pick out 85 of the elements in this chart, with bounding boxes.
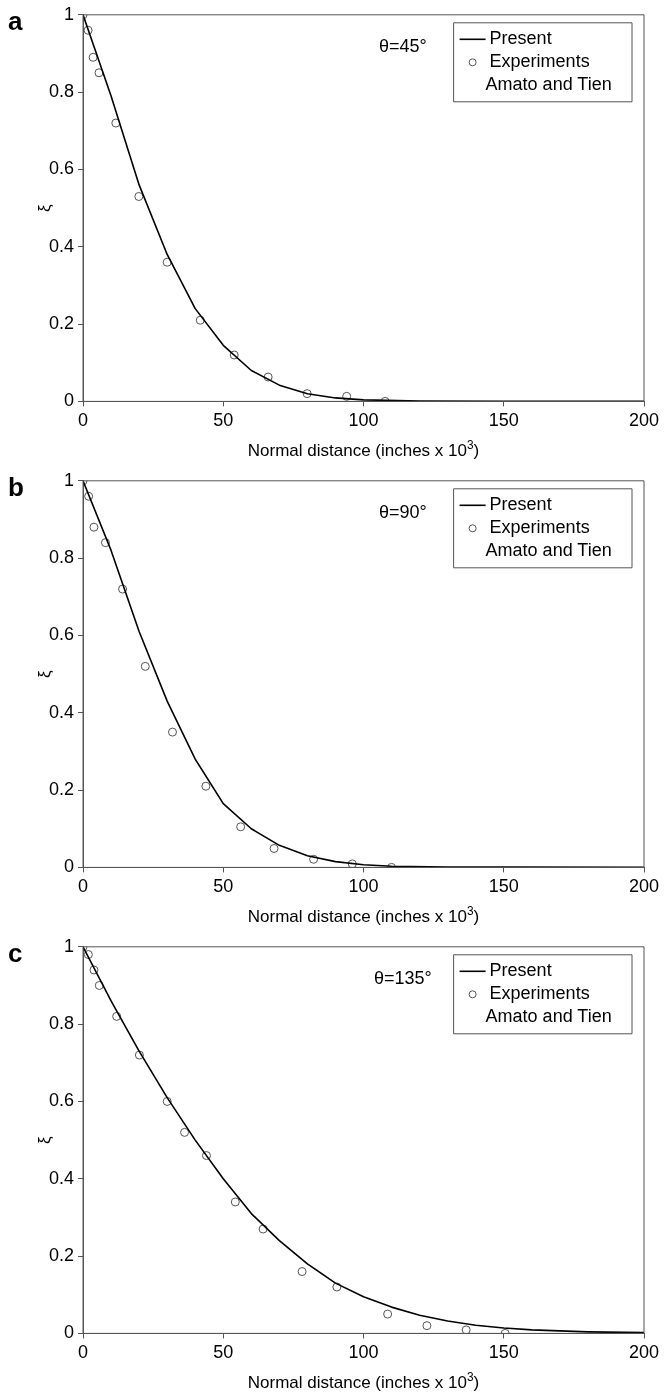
point [297, 1267, 307, 1277]
point [134, 192, 144, 201]
point [461, 1325, 471, 1334]
point [342, 391, 352, 401]
point [94, 980, 104, 990]
point [162, 1096, 172, 1106]
x-tick-label: 200 [628, 876, 660, 897]
x-tick-label: 150 [488, 1342, 519, 1363]
point [236, 822, 246, 832]
legend-label: Experiments Amato and Tien [485, 51, 612, 95]
x-tick-label: 100 [348, 410, 379, 431]
legend-label: Experiments Amato and Tien [485, 517, 612, 561]
y-tick-label: 0.4 [48, 1167, 75, 1188]
legend-label: Present [489, 960, 552, 981]
chart-title: c [8, 937, 23, 968]
point [89, 522, 99, 532]
point [258, 1224, 268, 1234]
y-tick-label: 0.8 [48, 81, 75, 102]
point [118, 584, 128, 594]
point [230, 1197, 240, 1207]
y-tick-label: 0 [64, 390, 75, 411]
legend-label: Present [489, 494, 552, 515]
y-tick-label: 0.8 [48, 547, 75, 568]
point [347, 859, 357, 868]
chart-title: b [8, 471, 24, 502]
annotation: θ=45° [378, 35, 427, 56]
x-tick-label: 150 [488, 410, 519, 431]
point [383, 1309, 393, 1319]
point [134, 1050, 144, 1060]
point [83, 950, 93, 960]
point [140, 661, 150, 671]
x-tick-label: 200 [628, 1342, 660, 1363]
point [88, 52, 98, 62]
point [229, 350, 239, 360]
point [332, 1282, 342, 1292]
y-tick-label: 0.6 [48, 1090, 75, 1111]
x-tick-label: 0 [78, 410, 89, 431]
x-tick-label: 0 [78, 876, 89, 897]
point [269, 843, 279, 853]
point [83, 25, 93, 35]
x-tick-label: 50 [213, 876, 234, 897]
legend-label: Present [489, 28, 552, 49]
annotation: θ=135° [373, 967, 432, 988]
y-tick-label: 0.2 [48, 1245, 75, 1266]
y-tick-label: 1 [64, 935, 75, 956]
y-axis-title: ξ [34, 203, 54, 212]
y-tick-label: 0.4 [48, 701, 75, 722]
point [112, 1011, 122, 1021]
y-tick-label: 0.4 [48, 235, 75, 256]
point [111, 118, 121, 128]
y-tick-label: 1 [64, 3, 75, 24]
x-tick-label: 50 [213, 1342, 234, 1363]
point [84, 491, 94, 501]
point [263, 372, 273, 382]
point [100, 538, 110, 548]
y-tick-label: 0.2 [48, 313, 75, 334]
point [201, 781, 211, 791]
x-tick-label: 150 [488, 876, 519, 897]
y-axis-title: ξ [34, 669, 54, 678]
y-tick-label: 0.6 [48, 158, 75, 179]
point [94, 68, 104, 78]
y-tick-label: 1 [64, 469, 75, 490]
y-tick-label: 0.8 [48, 1013, 75, 1034]
point [180, 1127, 190, 1137]
x-tick-label: 100 [348, 1342, 379, 1363]
point [89, 965, 99, 975]
point [201, 1151, 211, 1161]
y-tick-label: 0.6 [48, 624, 75, 645]
y-axis-title: ξ [34, 1135, 54, 1144]
point [302, 389, 312, 399]
legend-label: Experiments Amato and Tien [485, 983, 612, 1027]
y-tick-label: 0 [64, 1322, 75, 1343]
point [309, 854, 319, 864]
point [168, 727, 177, 737]
x-tick-label: 50 [213, 410, 234, 431]
point [162, 257, 172, 267]
y-tick-label: 0.2 [48, 779, 75, 800]
annotation: θ=90° [378, 501, 427, 522]
point [195, 315, 205, 325]
y-tick-label: 0 [64, 856, 75, 877]
x-tick-label: 100 [348, 876, 379, 897]
point [422, 1321, 432, 1331]
x-tick-label: 0 [78, 1342, 89, 1363]
chart-title: a [8, 5, 23, 36]
x-tick-label: 200 [628, 410, 660, 431]
